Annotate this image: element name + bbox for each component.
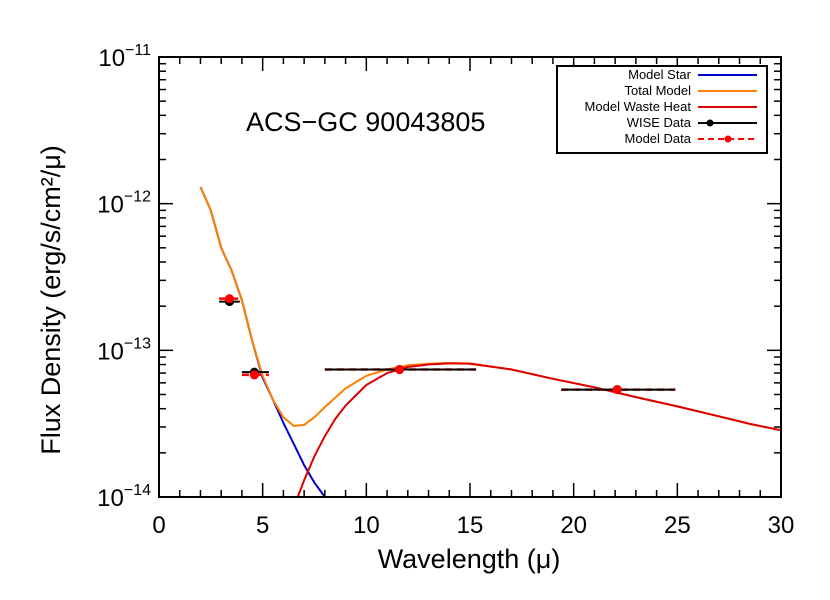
legend-label: Model Waste Heat: [585, 99, 692, 114]
legend-item-wise-data: WISE Data: [627, 115, 757, 130]
y-tick-label: 10−11: [98, 42, 151, 72]
y-axis-title: Flux Density (erg/s/cm²/μ): [36, 145, 66, 455]
chart-title: ACS−GC 90043805: [246, 107, 485, 137]
legend-label: Total Model: [625, 83, 692, 98]
y-tick-label: 10−12: [97, 189, 151, 219]
model-data-point: [224, 294, 234, 304]
legend-marker: [706, 119, 714, 127]
x-tick-label: 30: [768, 512, 795, 539]
legend-item-model-star: Model Star: [628, 67, 757, 82]
legend-item-model-data: Model Data: [625, 131, 757, 146]
x-tick-label: 15: [457, 512, 484, 539]
model-data-point: [395, 365, 405, 375]
legend: Model Star Total Model Model Waste Heat …: [556, 65, 768, 154]
series-line-model-star: [199, 186, 326, 497]
legend-label: Model Data: [625, 131, 692, 146]
series-line-model-waste-heat: [296, 362, 781, 497]
data-points-layer: [219, 294, 676, 395]
x-tick-labels: 0 5 10 15 20 25 30: [152, 512, 794, 539]
y-tick-labels: 10−14 10−13 10−12 10−11: [97, 42, 151, 512]
series-layer: [199, 186, 781, 497]
legend-label: Model Star: [628, 67, 692, 82]
x-tick-label: 5: [256, 512, 269, 539]
y-tick-label: 10−13: [97, 335, 151, 365]
legend-marker: [724, 135, 732, 143]
plot-area: [199, 186, 781, 497]
legend-label: WISE Data: [627, 115, 692, 130]
y-tick-label: 10−14: [97, 482, 151, 512]
series-line-total-model: [199, 186, 781, 432]
axis-ticks: [158, 56, 782, 498]
model-data-point: [249, 370, 259, 380]
x-tick-label: 25: [664, 512, 691, 539]
model-data-point: [612, 385, 622, 395]
legend-item-model-waste-heat: Model Waste Heat: [585, 99, 757, 114]
x-tick-label: 20: [560, 512, 587, 539]
x-tick-label: 10: [353, 512, 380, 539]
x-tick-label: 0: [152, 512, 165, 539]
x-axis-title: Wavelength (μ): [378, 544, 561, 574]
legend-item-total-model: Total Model: [625, 83, 757, 98]
